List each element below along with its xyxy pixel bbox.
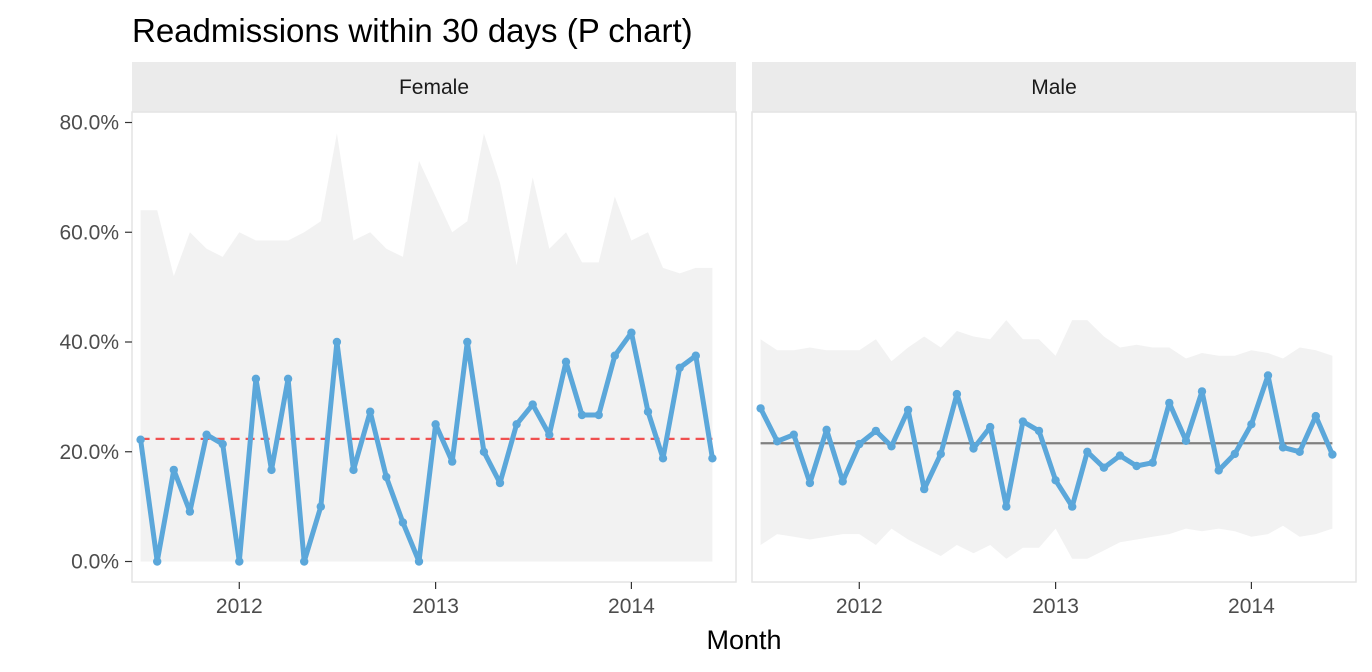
data-point <box>366 407 375 416</box>
x-tick-label: 2014 <box>608 595 655 618</box>
y-tick-label: 40.0% <box>59 331 119 354</box>
series-line <box>138 330 715 564</box>
data-point <box>512 420 521 429</box>
data-point <box>756 404 765 413</box>
data-point <box>448 457 457 466</box>
facet-strip-label: Female <box>399 76 469 99</box>
data-point <box>610 351 619 360</box>
x-tick-label: 2013 <box>1032 595 1079 618</box>
data-point <box>431 420 440 429</box>
x-tick-label: 2014 <box>1228 595 1275 618</box>
data-point <box>561 357 571 366</box>
data-point <box>463 337 472 347</box>
data-point <box>855 439 864 449</box>
data-point <box>887 442 896 451</box>
facet-strip <box>132 62 736 112</box>
data-point <box>986 422 995 432</box>
data-point <box>1068 502 1077 511</box>
x-tick-label: 2013 <box>412 595 459 618</box>
data-point <box>1115 451 1125 460</box>
x-tick-label: 2012 <box>836 595 883 618</box>
data-point <box>1148 458 1157 467</box>
data-point <box>1051 476 1060 485</box>
data-point <box>479 447 489 456</box>
data-point <box>300 557 309 566</box>
data-point <box>627 328 636 337</box>
data-point <box>691 351 700 360</box>
facet-strip-label: Male <box>1031 76 1077 99</box>
data-point <box>1181 436 1191 445</box>
data-point <box>675 363 684 372</box>
data-point <box>1034 426 1044 436</box>
data-point <box>1311 411 1321 421</box>
data-point <box>871 426 881 436</box>
data-point <box>1328 450 1337 459</box>
data-point <box>136 435 145 444</box>
x-axis-title: Month <box>706 625 781 655</box>
data-point <box>202 430 211 439</box>
data-point <box>218 439 227 449</box>
data-point <box>952 389 962 399</box>
data-point <box>1165 398 1174 408</box>
data-point <box>332 337 342 347</box>
data-point <box>936 449 945 459</box>
data-point <box>1278 443 1288 452</box>
data-point <box>1214 466 1223 475</box>
data-point <box>251 374 261 383</box>
data-point <box>838 477 847 486</box>
chart-title: Readmissions within 30 days (P chart) <box>132 12 693 49</box>
data-point <box>789 430 798 439</box>
data-point <box>903 405 913 415</box>
data-point <box>1295 447 1304 456</box>
facet-panel-male: Male 2012 2013 2014 <box>751 62 1357 618</box>
data-point <box>708 454 717 463</box>
y-tick-label: 0.0% <box>71 551 119 574</box>
data-point <box>316 502 325 511</box>
y-tick-label: 80.0% <box>59 112 119 135</box>
x-tick-label: 2012 <box>216 595 263 618</box>
data-point <box>349 465 358 475</box>
data-point <box>1099 463 1109 472</box>
data-point <box>382 472 391 482</box>
control-limits-band <box>140 133 713 562</box>
y-tick-label: 20.0% <box>59 441 119 464</box>
data-point <box>153 557 162 566</box>
data-point <box>773 437 782 446</box>
data-point <box>658 454 668 463</box>
data-point <box>414 557 424 566</box>
data-point <box>1263 371 1273 380</box>
data-point <box>398 518 408 527</box>
facet-strip <box>752 62 1356 112</box>
facet-panel-female: Female 2012 2013 2014 <box>131 62 737 618</box>
data-point <box>185 507 195 516</box>
y-tick-label: 60.0% <box>59 221 119 244</box>
data-point <box>545 430 554 439</box>
data-point <box>1083 447 1092 456</box>
series-line <box>758 373 1335 510</box>
control-limits-band <box>760 320 1333 559</box>
data-point <box>1247 420 1256 429</box>
data-point <box>643 407 653 416</box>
data-point <box>920 484 929 494</box>
data-point <box>1132 461 1141 471</box>
data-point <box>495 478 505 488</box>
data-point <box>283 374 293 383</box>
data-point <box>169 465 178 475</box>
data-point <box>1018 417 1028 426</box>
data-point <box>267 465 276 475</box>
data-point <box>1197 387 1207 396</box>
data-point <box>594 410 603 420</box>
data-point <box>1230 449 1240 459</box>
data-point <box>822 425 831 434</box>
data-point <box>1002 502 1011 511</box>
data-point <box>969 444 978 453</box>
data-point <box>577 410 587 420</box>
data-point <box>235 557 244 566</box>
data-point <box>805 478 815 488</box>
data-point <box>528 400 537 409</box>
